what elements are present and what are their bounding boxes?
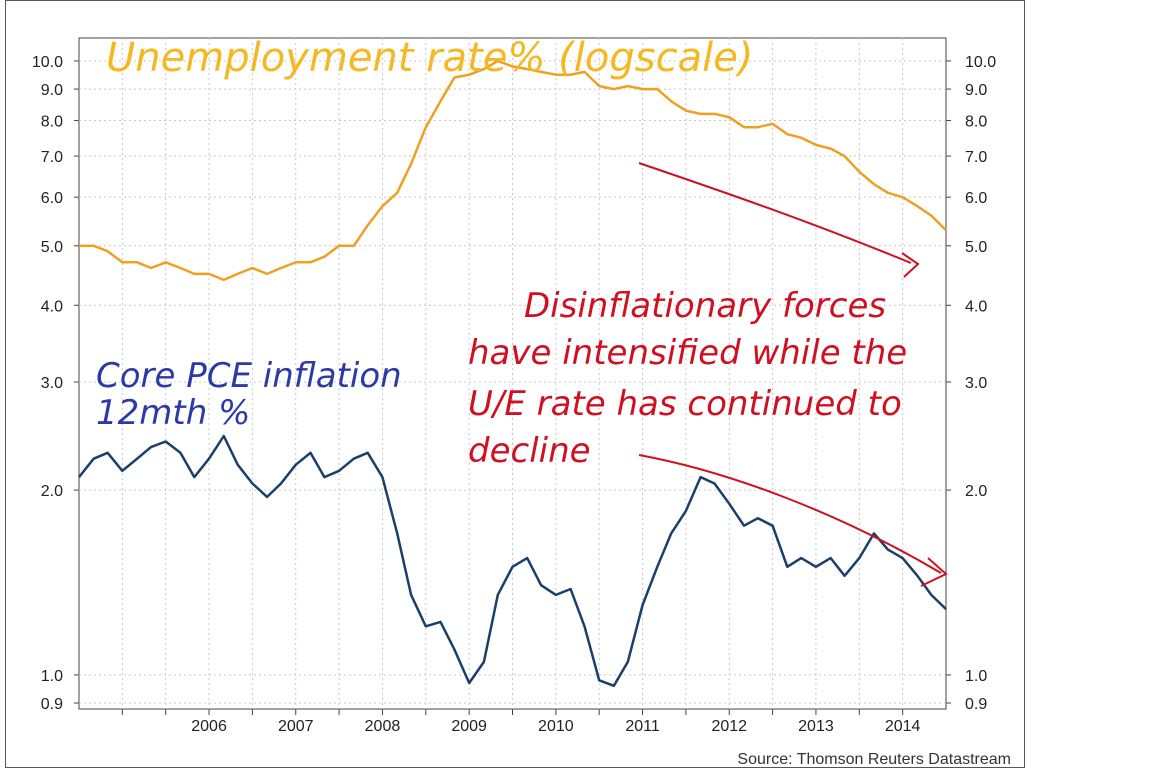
y-tick-label-left: 7.0 <box>41 149 63 166</box>
x-tick-label: 2007 <box>278 718 314 735</box>
x-tick-label: 2010 <box>538 718 574 735</box>
y-tick-labels-right: 10.0 9.0 8.0 7.0 6.0 5.0 4.0 3.0 2.0 1.0 0.9 <box>965 54 996 713</box>
y-tick-label-right: 3.0 <box>965 375 987 392</box>
note-line-2: have intensified while the <box>468 333 907 373</box>
y-tick-label-left: 6.0 <box>41 190 63 207</box>
y-tick-label-right: 6.0 <box>965 190 987 207</box>
y-tick-labels-left: 10.0 9.0 8.0 7.0 6.0 5.0 4.0 3.0 2.0 1.0 0.9 <box>32 54 63 713</box>
x-tick-label: 2011 <box>625 718 660 735</box>
x-tick-label: 2012 <box>711 718 747 735</box>
y-tick-label-right: 2.0 <box>965 483 987 500</box>
y-tick-label-right: 4.0 <box>965 298 987 315</box>
y-tick-label-left: 9.0 <box>41 82 63 99</box>
series-line <box>79 59 947 282</box>
y-tick-label-left: 10.0 <box>32 54 63 71</box>
y-tick-label-left: 2.0 <box>41 483 63 500</box>
note-line-4: decline <box>468 431 591 471</box>
x-tick-label: 2014 <box>885 718 921 735</box>
y-tick-label-right: 5.0 <box>965 239 987 256</box>
x-tick-label: 2008 <box>365 718 401 735</box>
arrow-unemployment-decline <box>638 162 912 264</box>
note-line-3: U/E rate has continued to <box>468 384 902 424</box>
y-tick-label-right: 10.0 <box>965 54 996 71</box>
y-tick-label-left: 1.0 <box>41 668 63 685</box>
y-tick-label-left: 5.0 <box>41 239 63 256</box>
unemployment-series-label: Unemployment rate% (logscale) <box>106 35 753 81</box>
x-tick-label: 2006 <box>191 718 227 735</box>
y-tick-label-left: 3.0 <box>41 375 63 392</box>
arrow-inflation-decline <box>638 454 942 574</box>
y-tick-label-right: 7.0 <box>965 149 987 166</box>
arrow-unemployment-head <box>901 252 920 278</box>
y-tick-label-right: 8.0 <box>965 113 987 130</box>
grid-y <box>74 60 951 704</box>
x-tick-label: 2013 <box>798 718 834 735</box>
y-tick-label-left: 8.0 <box>41 113 63 130</box>
inflation-series-label-line2: 12mth % <box>96 393 250 433</box>
y-tick-label-right: 9.0 <box>965 82 987 99</box>
y-tick-label-left: 0.9 <box>41 696 63 713</box>
series-line <box>78 434 947 688</box>
grid-x <box>121 38 904 715</box>
x-tick-label: 2009 <box>451 718 487 735</box>
note-line-1: Disinflationary forces <box>524 286 886 326</box>
x-tick-labels: 2006 2007 2008 2009 2010 2011 2012 2013 2014 <box>191 718 920 735</box>
arrow-inflation-head <box>920 557 948 587</box>
inflation-series-label-line1: Core PCE inflation <box>96 356 402 396</box>
y-tick-label-right: 0.9 <box>965 696 987 713</box>
source-note: Source: Thomson Reuters Datastream <box>737 751 1011 768</box>
chart-svg: 10.0 9.0 8.0 7.0 6.0 5.0 4.0 3.0 2.0 1.0 0.9 10.0 9… <box>32 35 1011 768</box>
chart-frame: 10.0 9.0 8.0 7.0 6.0 5.0 4.0 3.0 2.0 1.0 0.9 10.0 9… <box>5 0 1025 768</box>
series-group <box>78 59 947 688</box>
y-tick-label-left: 4.0 <box>41 298 63 315</box>
y-tick-label-right: 1.0 <box>965 668 987 685</box>
